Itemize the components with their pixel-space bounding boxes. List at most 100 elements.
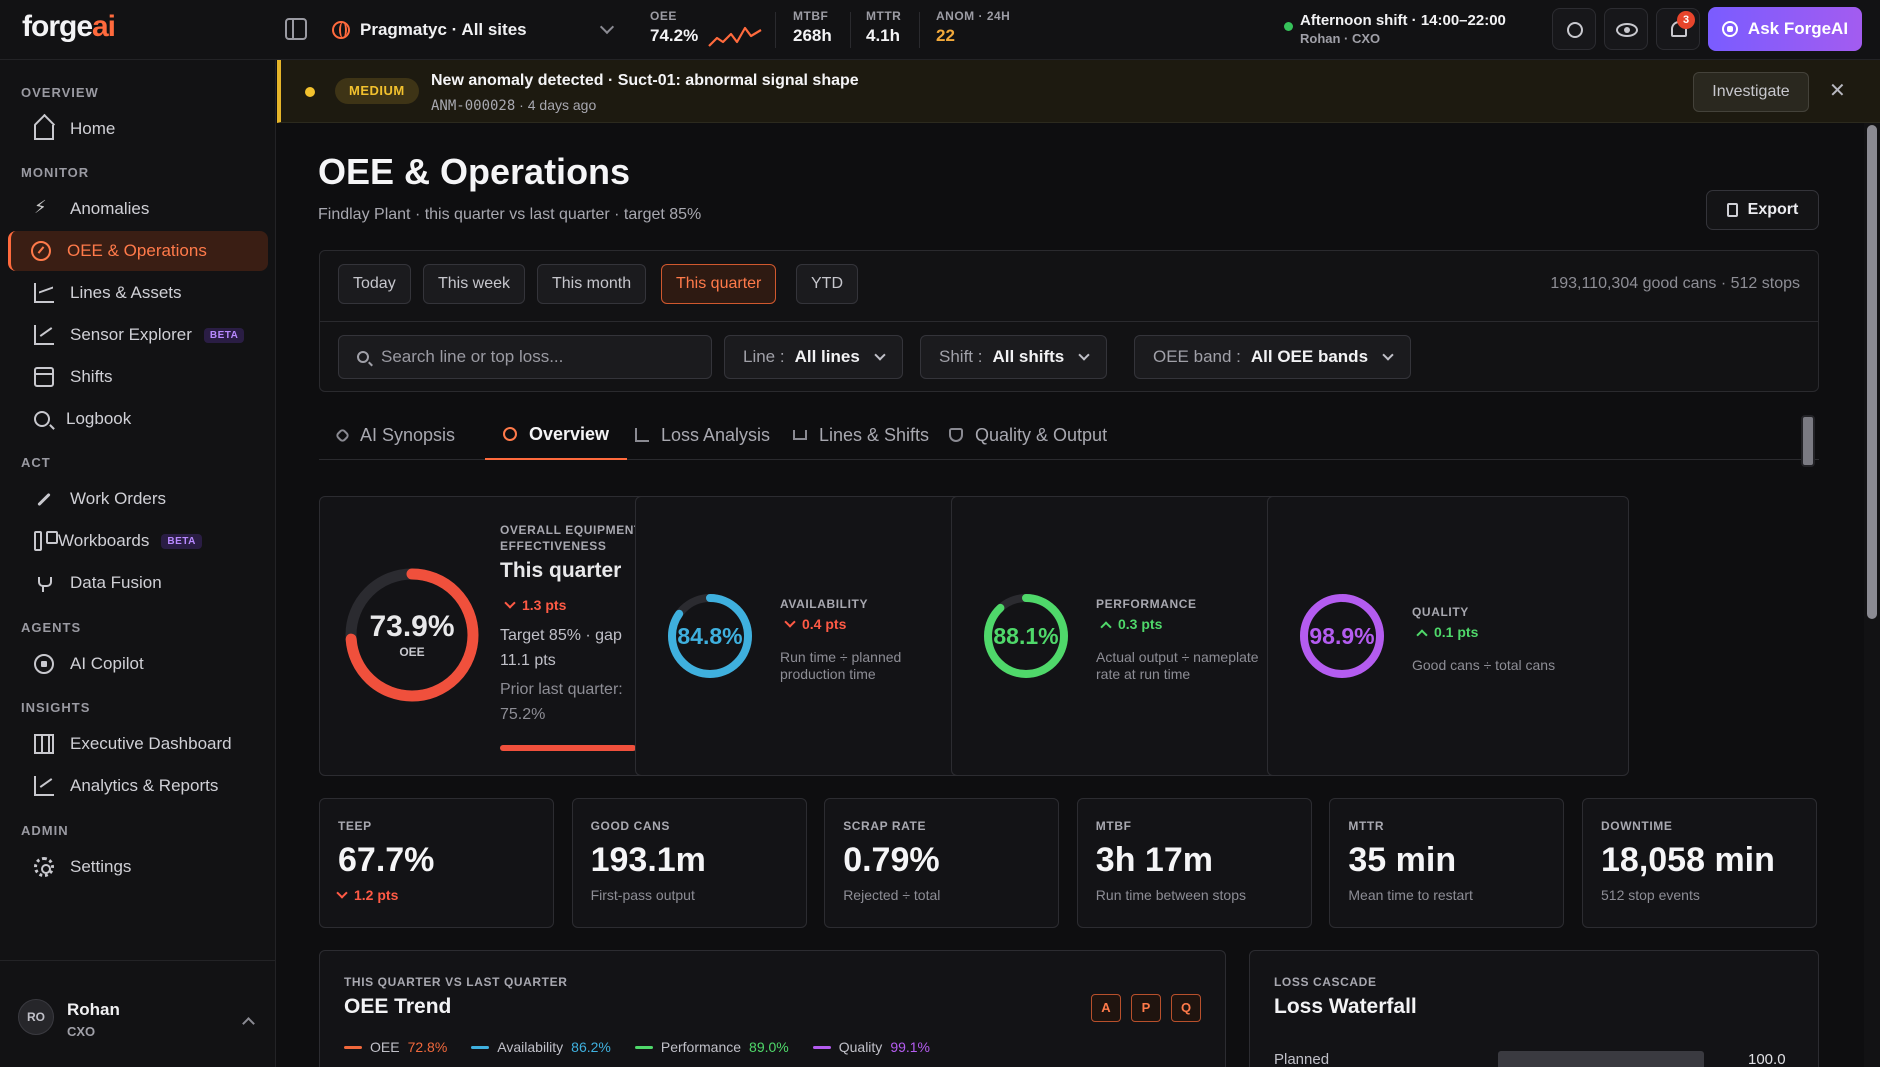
ring-chart: [668, 594, 752, 678]
tab-quality-output[interactable]: Quality & Output: [931, 410, 1125, 460]
search-input[interactable]: [381, 336, 701, 378]
legend-item[interactable]: Performance 89.0%: [634, 1039, 789, 1055]
stat-card-scrap-rate: SCRAP RATE 0.79% Rejected ÷ total: [824, 798, 1060, 928]
search-box[interactable]: [338, 335, 712, 379]
kpi-label: MTTR: [866, 9, 902, 23]
oee-band-filter-dropdown[interactable]: OEE band : All OEE bands: [1134, 335, 1412, 379]
oee-kpi[interactable]: OEE 74.2%: [650, 9, 698, 46]
ring-card-performance: 88.1% PERFORMANCE 0.3 pts Actual output ÷ n…: [951, 496, 1313, 776]
sidebar-item-label: Executive Dashboard: [70, 734, 232, 753]
period-month-button[interactable]: This month: [537, 264, 647, 304]
ring-desc-line2: production time: [780, 666, 876, 682]
tab-loss-analysis[interactable]: Loss Analysis: [617, 410, 788, 460]
top-bar: forgeai Pragmatyc · All sites OEE 74.2% …: [0, 0, 1880, 60]
close-icon[interactable]: ✕: [1829, 80, 1846, 102]
legend-swatch: [471, 1045, 490, 1049]
ring-value: 98.9%: [1309, 623, 1375, 649]
globe-icon: [332, 21, 350, 39]
stat-card-good-cans: GOOD CANS 193.1m First-pass output: [571, 798, 807, 928]
shift-filter-dropdown[interactable]: Shift : All shifts: [920, 335, 1108, 379]
period-ytd-button[interactable]: YTD: [796, 264, 858, 304]
stat-subtitle: Run time between stops: [1095, 887, 1246, 903]
factory-icon: [793, 430, 807, 440]
oee-progress-track: [500, 745, 657, 751]
investigate-button[interactable]: Investigate: [1693, 72, 1809, 112]
ring-arc: [668, 594, 752, 678]
toggle-availability-button[interactable]: A: [1091, 994, 1121, 1022]
arrow-up-icon: [1416, 628, 1428, 641]
stat-label: MTTR: [1348, 819, 1385, 833]
oee-trend-card: THIS QUARTER VS LAST QUARTER OEE Trend A…: [319, 950, 1226, 1067]
section-act: ACT: [21, 455, 51, 470]
filter-panel: Today This week This month This quarter …: [319, 250, 1819, 392]
view-button[interactable]: [1604, 8, 1648, 50]
sidebar-item-analytics[interactable]: Analytics & Reports: [8, 766, 268, 806]
sidebar-item-data-fusion[interactable]: Data Fusion: [8, 563, 268, 603]
sidebar-item-anomalies[interactable]: Anomalies: [8, 189, 268, 229]
toggle-quality-button[interactable]: Q: [1171, 994, 1201, 1022]
legend-name: Availability: [497, 1039, 564, 1055]
sidebar-item-sensor-explorer[interactable]: Sensor Explorer BETA: [8, 315, 268, 355]
legend-item[interactable]: OEE 72.8%: [344, 1039, 447, 1055]
forgeai-logo[interactable]: forgeai: [22, 10, 116, 43]
section-monitor: MONITOR: [21, 165, 90, 180]
alert-dot-icon: [305, 87, 315, 97]
sidebar-item-label: Workboards: [58, 531, 150, 550]
sidebar-item-settings[interactable]: Settings: [8, 847, 268, 887]
alert-meta: ANM-000028 · 4 days ago: [431, 97, 596, 114]
sidebar-item-label: Logbook: [66, 409, 132, 428]
sidebar-item-home[interactable]: Home: [8, 109, 268, 149]
period-quarter-button[interactable]: This quarter: [661, 264, 777, 304]
sidebar-item-oee[interactable]: OEE & Operations: [8, 231, 268, 271]
sidebar-item-label: Sensor Explorer: [70, 325, 192, 344]
legend-swatch: [634, 1045, 653, 1049]
legend-item[interactable]: Quality 99.1%: [812, 1039, 930, 1055]
tab-label: Quality & Output: [975, 424, 1108, 445]
period-today-button[interactable]: Today: [338, 264, 411, 304]
line-filter-dropdown[interactable]: Line : All lines: [724, 335, 903, 379]
ask-forgeai-button[interactable]: Ask ForgeAI: [1708, 7, 1862, 51]
user-menu[interactable]: RO Rohan CXO: [0, 960, 276, 1067]
chevron-down-icon: [599, 19, 615, 35]
trend-legend: OEE 72.8% Availability 86.2% Performance 89.0…: [344, 1039, 930, 1055]
page-title: OEE & Operations: [318, 151, 631, 192]
tab-ai-synopsis[interactable]: AI Synopsis: [319, 410, 473, 460]
shift-info[interactable]: Afternoon shift · 14:00–22:00 Rohan · CX…: [1284, 12, 1506, 46]
mtbf-kpi[interactable]: MTBF 268h: [793, 9, 832, 46]
anomalies-kpi[interactable]: ANOM · 24H 22: [936, 9, 1010, 46]
theme-toggle-button[interactable]: [1552, 8, 1596, 50]
period-week-button[interactable]: This week: [423, 264, 526, 304]
page-scrollbar[interactable]: [1864, 123, 1880, 1067]
ai-icon: [1721, 21, 1738, 37]
sidebar-item-executive-dashboard[interactable]: Executive Dashboard: [8, 724, 268, 764]
site-picker[interactable]: Pragmatyc · All sites: [332, 14, 622, 46]
sidebar-item-logbook[interactable]: Logbook: [8, 399, 268, 439]
ask-forgeai-label: Ask ForgeAI: [1747, 19, 1849, 38]
tab-scroll-handle[interactable]: [1801, 415, 1815, 467]
legend-item[interactable]: Availability 86.2%: [471, 1039, 611, 1055]
sidebar-item-work-orders[interactable]: Work Orders: [8, 479, 268, 519]
sidebar-item-lines[interactable]: Lines & Assets: [8, 273, 268, 313]
sidebar-toggle-icon[interactable]: [285, 18, 307, 40]
sidebar-item-ai-copilot[interactable]: AI Copilot: [8, 644, 268, 684]
scrollbar-thumb[interactable]: [1867, 125, 1877, 619]
sidebar-item-workboards[interactable]: Workboards BETA: [8, 521, 268, 561]
ring-delta: 0.3 pts: [1100, 616, 1162, 633]
stat-value: 193.1m: [590, 841, 706, 879]
filter-value: All shifts: [992, 347, 1065, 366]
tab-lines-shifts[interactable]: Lines & Shifts: [775, 410, 947, 460]
sidebar-item-shifts[interactable]: Shifts: [8, 357, 268, 397]
export-button[interactable]: Export: [1706, 190, 1819, 230]
chart-icon: [635, 428, 649, 442]
toggle-performance-button[interactable]: P: [1131, 994, 1161, 1022]
notifications-button[interactable]: 3: [1656, 8, 1700, 50]
oee-ring-value: 73.9%: [369, 610, 455, 643]
tab-overview[interactable]: Overview: [485, 410, 628, 460]
sidebar-item-label: Lines & Assets: [70, 283, 182, 302]
divider: [919, 12, 920, 48]
divider: [850, 12, 851, 48]
mttr-kpi[interactable]: MTTR 4.1h: [866, 9, 901, 46]
search-icon: [357, 351, 369, 363]
beta-badge: BETA: [203, 327, 245, 343]
map-icon: [34, 734, 54, 754]
